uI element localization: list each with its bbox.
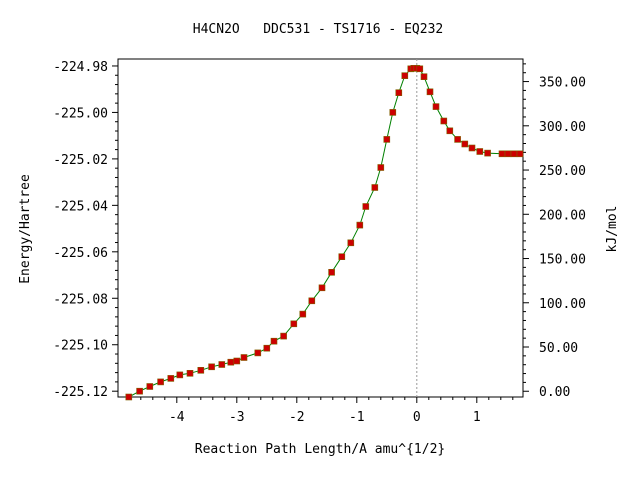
chart-title: H4CN2O DDC531 - TS1716 - EQ232 — [193, 22, 443, 37]
energy-profile-line — [128, 67, 520, 398]
data-point — [176, 371, 184, 379]
y-tick-label: -225.12 — [53, 385, 108, 400]
data-point — [461, 140, 469, 148]
y-tick-label: -225.00 — [53, 106, 108, 121]
data-point — [167, 375, 175, 382]
data-point — [233, 357, 241, 365]
plot-frame — [117, 58, 524, 398]
data-point — [510, 150, 518, 158]
y-tick-label: -225.10 — [53, 339, 108, 354]
data-point — [468, 144, 476, 152]
data-point — [484, 149, 491, 157]
y2-tick-label: 50.00 — [539, 341, 578, 356]
x-tick-label: -3 — [229, 410, 245, 425]
data-point — [426, 88, 434, 96]
data-point — [516, 150, 524, 158]
data-point — [280, 332, 287, 340]
data-point — [401, 72, 409, 79]
data-point — [186, 369, 194, 377]
y-tick-label: -225.02 — [53, 153, 108, 168]
data-point — [197, 366, 205, 374]
data-point — [389, 109, 397, 116]
data-point — [328, 268, 335, 276]
data-point — [504, 150, 512, 158]
data-point — [416, 65, 424, 73]
y-tick-label: -225.04 — [53, 199, 108, 214]
data-point — [290, 320, 298, 328]
y-tick-label: -225.06 — [53, 246, 108, 261]
data-point — [383, 136, 391, 143]
x-tick-label: 0 — [413, 410, 421, 425]
y2-tick-label: 300.00 — [539, 120, 586, 135]
data-point — [362, 203, 370, 210]
y2-tick-label: 150.00 — [539, 253, 586, 268]
data-point — [446, 127, 454, 135]
data-point — [356, 221, 364, 229]
data-point — [454, 136, 461, 143]
plot-area: -4 -3 -2 -1 0 1 -224.98 -225.00 -225.02 -225.04 -2… — [53, 58, 586, 425]
data-point — [146, 383, 154, 390]
data-point — [125, 393, 133, 401]
data-point — [263, 344, 271, 352]
y2-tick-label: 350.00 — [539, 76, 586, 91]
data-point — [254, 349, 262, 357]
y2-tick-label: 0.00 — [539, 385, 570, 400]
data-point — [157, 378, 164, 386]
data-point — [318, 284, 326, 292]
x-tick-label: -4 — [169, 410, 185, 425]
data-point — [347, 239, 355, 247]
data-point — [371, 184, 379, 191]
y-tick-label: -224.98 — [53, 60, 108, 75]
data-point — [208, 363, 215, 371]
data-point — [420, 73, 428, 80]
data-point — [218, 361, 226, 368]
data-point — [299, 310, 307, 318]
data-point — [308, 297, 316, 305]
data-point — [377, 164, 385, 171]
data-point — [395, 89, 403, 96]
x-tick-label: -1 — [349, 410, 365, 425]
data-point — [227, 358, 235, 366]
y-tick-label: -225.08 — [53, 292, 108, 307]
x-tick-label: 1 — [473, 410, 481, 425]
data-point — [432, 103, 440, 110]
x-axis-label: Reaction Path Length/A amu^{1/2} — [195, 442, 445, 457]
data-point — [476, 148, 484, 155]
y2-tick-label: 100.00 — [539, 297, 586, 312]
y2-tick-label: 200.00 — [539, 208, 586, 223]
data-point — [498, 150, 506, 158]
data-point — [338, 253, 346, 260]
y2-tick-label: 250.00 — [539, 164, 586, 179]
y2-axis-label: kJ/mol — [605, 206, 620, 253]
data-point — [136, 387, 143, 395]
data-point — [440, 117, 448, 125]
data-point — [240, 354, 248, 361]
y-axis-label: Energy/Hartree — [18, 174, 33, 284]
x-tick-label: -2 — [289, 410, 305, 425]
data-point — [270, 337, 278, 345]
